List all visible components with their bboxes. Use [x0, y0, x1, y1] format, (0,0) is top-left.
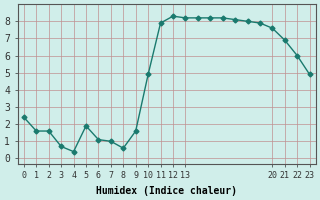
X-axis label: Humidex (Indice chaleur): Humidex (Indice chaleur) [96, 186, 237, 196]
